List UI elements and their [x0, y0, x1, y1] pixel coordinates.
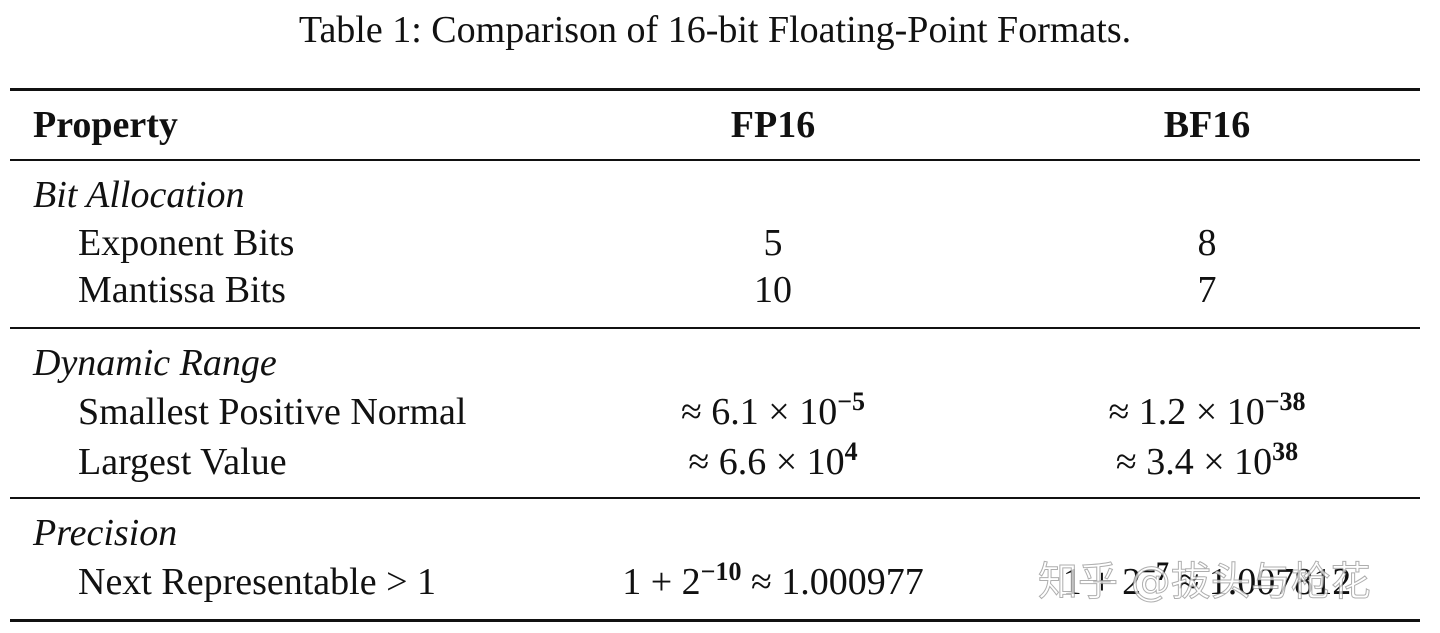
section-name: Dynamic Range: [33, 342, 277, 384]
math-base: ≈ 6.1 × 10: [680, 391, 838, 433]
table-title: Table 1: Comparison of 16-bit Floating-P…: [298, 9, 1132, 51]
section-name: Precision: [33, 512, 178, 554]
value-cell: ≈ 6.1 × 10−5: [680, 389, 865, 433]
math-base: ≈ 3.4 × 10: [1115, 441, 1273, 483]
value-cell: 1 + 2−10 ≈ 1.000977: [622, 559, 924, 603]
row-label: Smallest Positive Normal: [78, 391, 467, 433]
section-rule: [10, 327, 1420, 329]
header-rule: [10, 159, 1420, 161]
math-exponent: −38: [1264, 387, 1306, 416]
math-rest: ≈ 1.007812: [1168, 561, 1352, 603]
top-rule: [10, 88, 1420, 91]
section-rule: [10, 497, 1420, 499]
bottom-rule: [10, 619, 1420, 622]
value-cell: ≈ 1.2 × 10−38: [1108, 389, 1305, 433]
row-label: Exponent Bits: [78, 222, 295, 264]
value-cell: 1 + 2−7 ≈ 1.007812: [1062, 559, 1352, 603]
math-base: ≈ 1.2 × 10: [1108, 391, 1265, 433]
value-cell: 10: [754, 269, 792, 311]
math-base: 1 + 2: [622, 561, 701, 603]
math-base: ≈ 6.6 × 10: [688, 441, 845, 483]
value-cell: 8: [1197, 222, 1217, 264]
math-rest: ≈ 1.000977: [741, 561, 924, 603]
row-label: Mantissa Bits: [78, 269, 286, 311]
math-base: 1 + 2: [1062, 561, 1142, 603]
value-cell: ≈ 3.4 × 1038: [1115, 439, 1298, 483]
value-cell: 5: [763, 222, 783, 264]
math-exponent: −10: [700, 557, 742, 586]
watermark: 知乎 @拔头与枪花: [1038, 559, 1372, 606]
header-cell: Property: [33, 104, 178, 146]
header-cell: BF16: [1163, 104, 1251, 146]
row-label: Largest Value: [78, 441, 287, 483]
value-cell: 7: [1197, 269, 1217, 311]
math-exponent: −5: [837, 387, 866, 416]
section-name: Bit Allocation: [33, 174, 245, 216]
math-exponent: −7: [1141, 557, 1169, 586]
row-label: Next Representable > 1: [78, 561, 437, 603]
math-exponent: 38: [1272, 437, 1299, 466]
math-exponent: 4: [844, 437, 858, 466]
header-cell: FP16: [730, 104, 816, 146]
value-cell: ≈ 6.6 × 104: [688, 439, 857, 483]
